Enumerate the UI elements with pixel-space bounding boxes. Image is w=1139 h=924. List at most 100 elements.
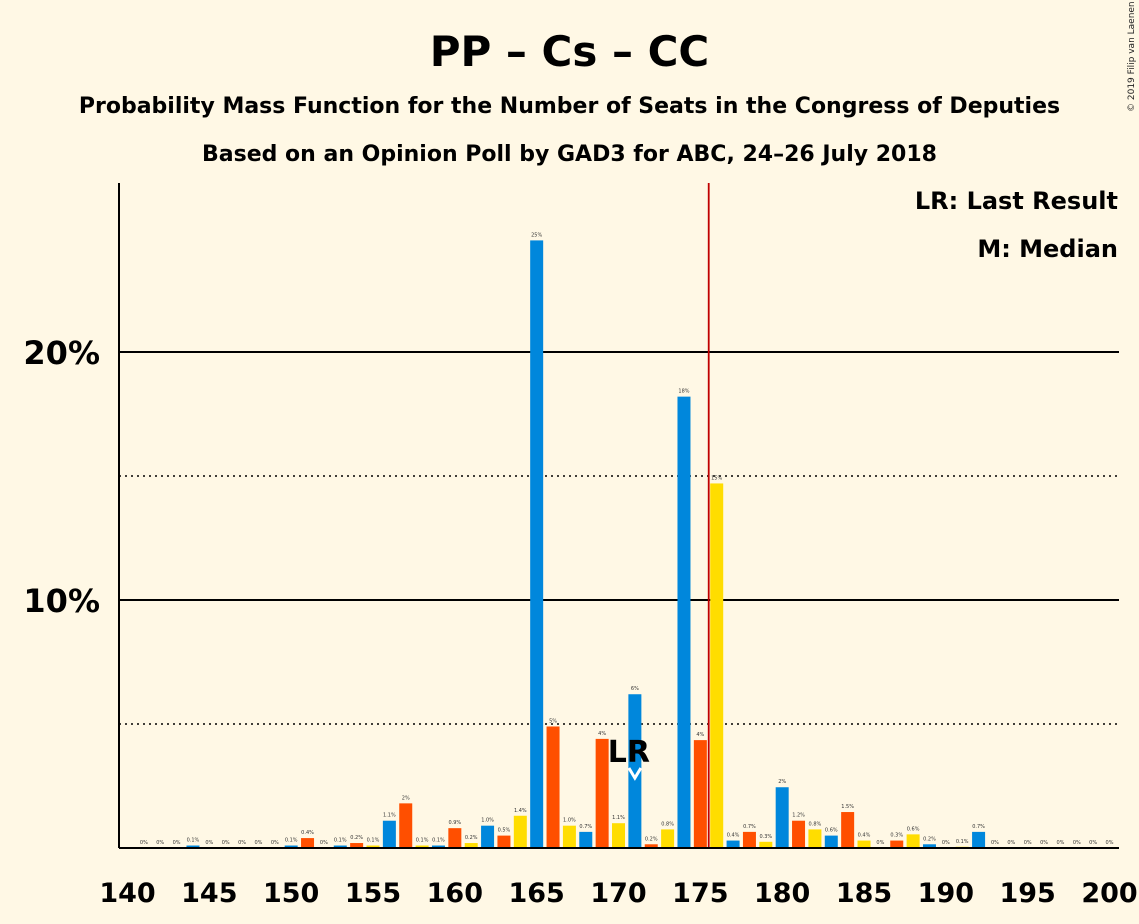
y-tick-label: 10%	[23, 582, 100, 620]
bar-value-label: 1.0%	[563, 818, 576, 824]
bar-value-label: 0.4%	[301, 830, 314, 836]
bar-seat-173	[661, 829, 675, 848]
bar-seat-151	[301, 838, 315, 848]
bar-value-label: 0.1%	[956, 839, 969, 845]
chart-subtitle-2: Based on an Opinion Poll by GAD3 for ABC…	[202, 142, 937, 167]
bar-seat-157	[399, 803, 413, 848]
bar-seat-187	[890, 840, 904, 848]
bar-value-label: 2%	[778, 779, 786, 785]
bar-seat-153	[333, 845, 347, 848]
x-tick-label: 170	[590, 878, 646, 909]
x-tick-label: 160	[427, 878, 483, 909]
bar-value-label: 0.4%	[858, 833, 871, 839]
bar-value-label: 0%	[222, 840, 230, 846]
x-tick-label: 200	[1081, 878, 1137, 909]
copyright-credit: © 2019 Filip van Laenen	[1127, 1, 1137, 112]
bar-seat-174	[677, 396, 691, 848]
y-tick-label: 20%	[23, 334, 100, 372]
bar-seat-169	[595, 738, 609, 848]
x-tick-label: 150	[263, 878, 319, 909]
gridlines	[119, 351, 1119, 725]
bar-value-label: 25%	[531, 232, 542, 238]
bar-seat-165	[530, 240, 544, 848]
bar-value-label: 0%	[238, 840, 246, 846]
bar-value-label: 18%	[678, 389, 689, 395]
x-tick-label: 165	[508, 878, 564, 909]
x-tick-label: 145	[181, 878, 237, 909]
bar-value-label: 0.3%	[890, 833, 903, 839]
bar-seat-189	[922, 844, 936, 848]
bar-value-label: 0.1%	[367, 838, 380, 844]
bar-value-label: 5%	[549, 718, 557, 724]
x-tick-label: 190	[918, 878, 974, 909]
bar-value-label: 0.7%	[972, 824, 985, 830]
bar-value-label: 0%	[991, 840, 999, 846]
bar-seat-159	[431, 845, 445, 848]
bar-value-label: 0.9%	[448, 820, 461, 826]
bar-seat-167	[562, 825, 576, 848]
bar-seat-181	[792, 820, 806, 848]
bar-seat-178	[742, 831, 756, 848]
bar-seat-162	[481, 825, 495, 848]
bar-seat-188	[906, 834, 920, 848]
bar-value-label: 0.1%	[334, 838, 347, 844]
bar-seat-150	[284, 845, 298, 848]
chart-title: PP – Cs – CC	[430, 27, 710, 76]
bar-seat-183	[824, 835, 838, 848]
bar-seat-179	[759, 841, 773, 848]
bar-seat-182	[808, 829, 822, 848]
bar-seat-161	[464, 843, 478, 848]
bar-seat-176	[710, 483, 724, 848]
bar-seat-175	[693, 740, 707, 848]
bar-value-label: 0.2%	[350, 835, 363, 841]
axes: 10% 20% LR 140 145 150 155 160 165 170 175 180 185 19…	[23, 183, 1138, 909]
bar-value-label: 2%	[402, 795, 410, 801]
bar-seat-177	[726, 840, 740, 848]
bar-value-label: 0%	[1024, 840, 1032, 846]
bar-value-label: 0.2%	[923, 836, 936, 842]
bar-seat-172	[644, 844, 658, 848]
last-result-marker: LR	[608, 735, 650, 770]
bar-value-label: 15%	[711, 475, 722, 481]
bar-value-label: 0%	[205, 840, 213, 846]
bar-seat-192	[972, 831, 986, 848]
bar-value-label: 0%	[140, 840, 148, 846]
bar-seat-156	[382, 820, 396, 848]
bar-value-label: 0%	[1106, 840, 1114, 846]
bar-value-label: 1.1%	[383, 813, 396, 819]
bar-seat-171	[628, 694, 642, 848]
chart-subtitle-1: Probability Mass Function for the Number…	[79, 94, 1060, 119]
bar-value-label: 0.1%	[416, 838, 429, 844]
bar-value-label: 0.1%	[187, 838, 200, 844]
bars-group	[186, 240, 986, 848]
bar-seat-164	[513, 815, 527, 848]
bar-value-label: 0%	[1056, 840, 1064, 846]
bar-seat-180	[775, 787, 789, 848]
x-tick-label: 180	[754, 878, 810, 909]
bar-value-label: 0%	[1007, 840, 1015, 846]
bar-value-label: 0.8%	[661, 821, 674, 827]
bar-value-label: 0.5%	[498, 828, 511, 834]
bar-value-label: 0%	[254, 840, 262, 846]
bar-value-label: 0%	[1040, 840, 1048, 846]
bar-value-label: 6%	[631, 686, 639, 692]
bar-value-label: 0.7%	[579, 824, 592, 830]
bar-value-label: 0%	[1073, 840, 1081, 846]
bar-value-label: 0.7%	[743, 824, 756, 830]
bar-value-label: 0.6%	[825, 828, 838, 834]
last-result-chevron-icon	[627, 767, 643, 781]
bar-seat-166	[546, 726, 560, 848]
bar-value-label: 1.4%	[514, 808, 527, 814]
bar-value-label: 0%	[156, 840, 164, 846]
bar-value-label: 0.1%	[285, 838, 298, 844]
bar-seat-185	[857, 840, 871, 848]
bar-value-label: 0%	[942, 840, 950, 846]
bar-seat-170	[612, 823, 626, 848]
x-tick-label: 155	[345, 878, 401, 909]
bar-seat-168	[579, 831, 593, 848]
bar-value-label: 0.2%	[645, 836, 658, 842]
legend-median: M: Median	[977, 235, 1118, 263]
bar-value-label: 0%	[876, 840, 884, 846]
bar-seat-144	[186, 845, 200, 848]
